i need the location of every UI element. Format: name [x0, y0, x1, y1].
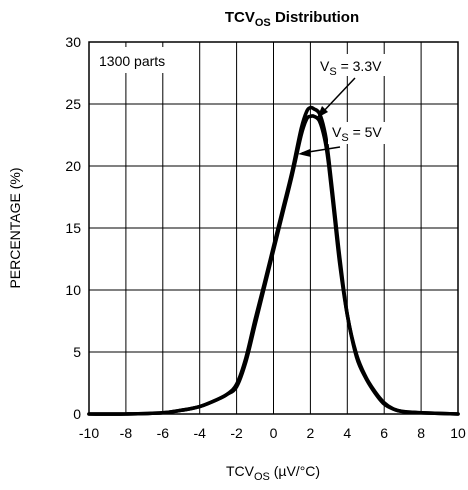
y-tick-labels: 0 5 10 15 20 25 30 — [65, 34, 81, 422]
y-tick-label: 25 — [65, 96, 81, 112]
x-tick-label: -4 — [193, 425, 206, 441]
x-tick-label: 2 — [307, 425, 315, 441]
series-3v3-label-sub: S — [329, 66, 336, 78]
y-tick-label: 0 — [73, 406, 81, 422]
series-3v3-arrow — [321, 78, 355, 114]
x-tick-label: 4 — [343, 425, 351, 441]
x-tick-label: 10 — [450, 425, 466, 441]
y-tick-label: 15 — [65, 220, 81, 236]
x-tick-label: -6 — [157, 425, 170, 441]
x-tick-label: -10 — [79, 425, 99, 441]
chart-title-rest: Distribution — [271, 9, 359, 26]
x-tick-label: -8 — [120, 425, 133, 441]
x-axis-label: TCVOS (µV/°C) — [226, 463, 320, 483]
y-tick-label: 10 — [65, 282, 81, 298]
series-5v-arrowhead — [298, 149, 311, 157]
y-tick-label: 20 — [65, 158, 81, 174]
x-tick-label: 8 — [417, 425, 425, 441]
series-3v3-label-rest: = 3.3V — [337, 58, 382, 74]
x-tick-label: 6 — [380, 425, 388, 441]
x-axis-label-main: TCV — [226, 463, 255, 479]
x-tick-label: 0 — [270, 425, 278, 441]
series-5v-label-rest: = 5V — [349, 124, 383, 140]
chart-title: TCVOS Distribution — [225, 9, 359, 29]
y-tick-label: 5 — [73, 344, 81, 360]
x-axis-label-sub: OS — [254, 471, 270, 483]
y-tick-label: 30 — [65, 34, 81, 50]
x-tick-labels: -10 -8 -6 -4 -2 0 2 4 6 8 10 — [79, 425, 466, 441]
grid — [89, 42, 458, 414]
y-axis-label: PERCENTAGE (%) — [7, 167, 23, 288]
x-tick-label: -2 — [230, 425, 243, 441]
series-5v-label-sub: S — [341, 132, 348, 144]
x-axis-label-rest: (µV/°C) — [270, 463, 320, 479]
chart-title-sub: OS — [255, 17, 271, 29]
chart-title-main: TCV — [225, 9, 255, 26]
parts-annotation: 1300 parts — [99, 53, 165, 69]
